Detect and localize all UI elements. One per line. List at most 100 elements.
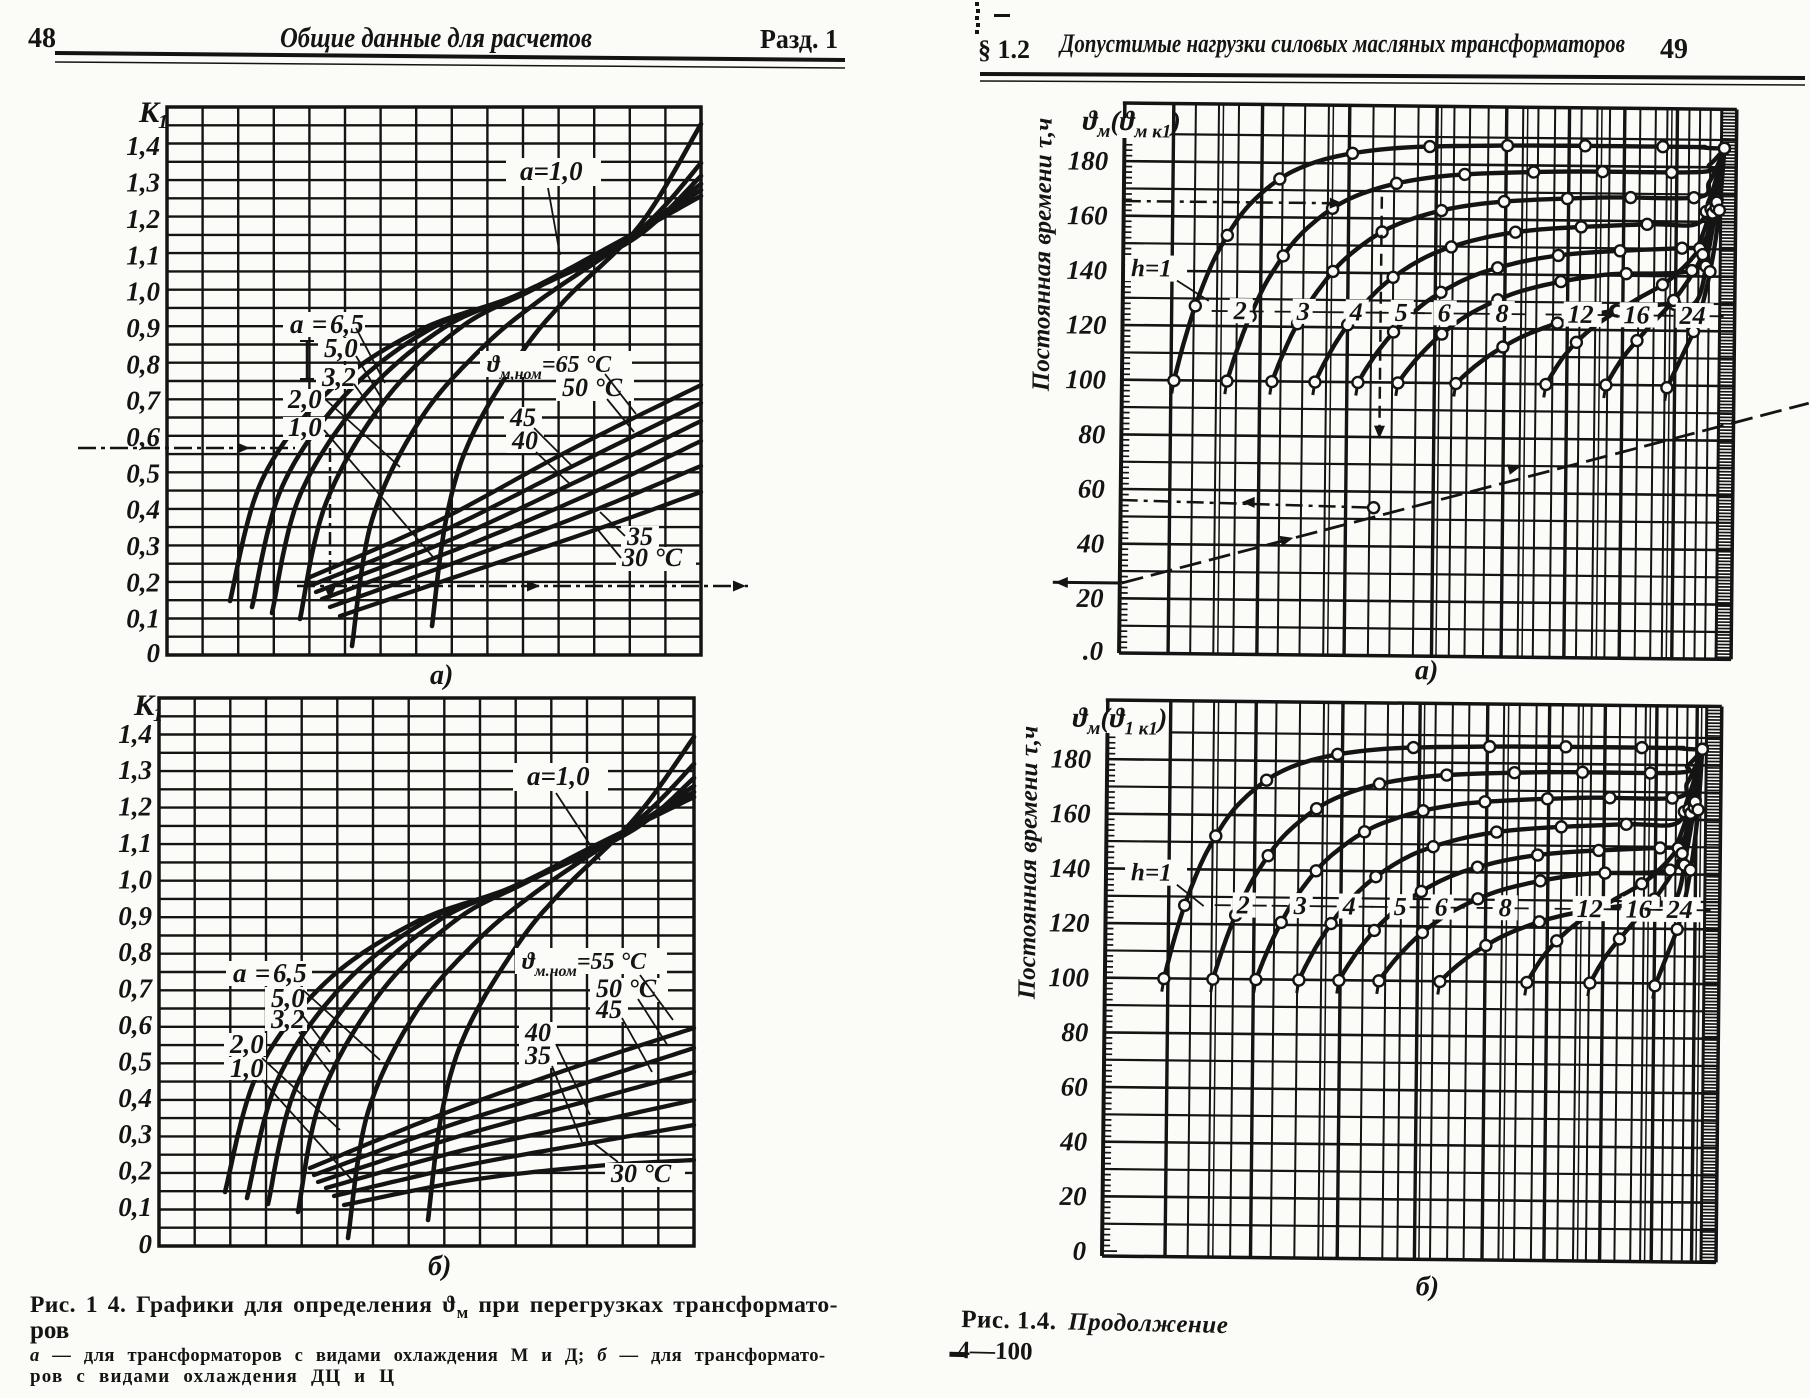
svg-text:2: 2 [1236, 890, 1250, 919]
svg-text:0,7: 0,7 [126, 386, 161, 416]
svg-text:1,1: 1,1 [118, 828, 152, 858]
svg-text:1,2: 1,2 [118, 792, 152, 822]
svg-text:а=1,0: а=1,0 [520, 156, 583, 186]
svg-text:30 °С: 30 °С [610, 1159, 672, 1188]
svg-text:0,5: 0,5 [126, 458, 160, 488]
svg-text:0,5: 0,5 [118, 1046, 152, 1076]
svg-text:б): б) [1416, 1271, 1440, 1302]
svg-text:49: 49 [1660, 34, 1688, 65]
svg-text:1,0: 1,0 [118, 864, 152, 894]
svg-text:0,1: 0,1 [118, 1192, 152, 1222]
svg-text:4: 4 [1342, 891, 1356, 920]
svg-text:Общие данные для расчетов: Общие данные для расчетов [280, 23, 592, 54]
svg-text:0,7: 0,7 [118, 974, 153, 1004]
svg-text:180: 180 [1068, 146, 1109, 176]
svg-text:0,9: 0,9 [126, 313, 160, 343]
svg-text:5: 5 [1395, 298, 1408, 327]
svg-text:1,3: 1,3 [118, 755, 152, 785]
svg-text:h=1: h=1 [1131, 255, 1172, 282]
svg-text:0,3: 0,3 [126, 531, 160, 561]
svg-text:120: 120 [1049, 907, 1090, 937]
svg-text:а): а) [1415, 655, 1439, 686]
svg-text:=: = [255, 958, 270, 988]
svg-text:Постоянная времени τ,ч: Постоянная времени τ,ч [1014, 726, 1044, 1001]
svg-text:а): а) [430, 660, 453, 691]
svg-text:24: 24 [1678, 301, 1705, 330]
svg-text:50 °С: 50 °С [562, 373, 623, 402]
svg-text:а=1,0: а=1,0 [527, 761, 590, 791]
svg-text:Рис. 1 4. Графики для определе: Рис. 1 4. Графики для определения ϑм при… [30, 1292, 838, 1322]
svg-text:1,4: 1,4 [126, 131, 160, 161]
svg-text:160: 160 [1050, 798, 1091, 828]
svg-text:4: 4 [1349, 297, 1363, 326]
svg-text:Продолжение: Продолжение [1067, 1308, 1229, 1339]
svg-text:§ 1.2: § 1.2 [978, 35, 1030, 64]
svg-text:80: 80 [1061, 1017, 1089, 1047]
svg-text:1: 1 [153, 704, 163, 726]
svg-text:0,1: 0,1 [126, 604, 160, 634]
svg-text:а: а [290, 309, 304, 339]
svg-text:0: 0 [147, 638, 161, 668]
svg-text:40: 40 [511, 426, 538, 455]
svg-text:60: 60 [1078, 474, 1106, 504]
svg-text:5: 5 [1394, 892, 1407, 921]
svg-text:3,2: 3,2 [270, 1004, 305, 1034]
svg-text:6: 6 [1438, 298, 1451, 327]
svg-text:20: 20 [1058, 1181, 1087, 1211]
svg-text:3,2: 3,2 [321, 362, 356, 392]
svg-text:а: а [233, 958, 247, 988]
svg-text:20: 20 [1075, 583, 1104, 613]
svg-text:24: 24 [1666, 895, 1693, 924]
svg-text:1,3: 1,3 [126, 168, 160, 198]
svg-text:а — для трансформаторов с вида: а — для трансформаторов с видами охлажде… [30, 1345, 826, 1366]
svg-text:100: 100 [1048, 962, 1089, 992]
svg-text:3: 3 [1293, 891, 1307, 920]
svg-text:160: 160 [1067, 200, 1108, 230]
svg-text:0,6: 0,6 [118, 1010, 152, 1040]
svg-text:Рис. 1.4.: Рис. 1.4. [961, 1306, 1057, 1335]
svg-text:Разд. 1: Разд. 1 [760, 24, 838, 54]
svg-text:Допустимые нагрузки силовых ма: Допустимые нагрузки силовых масляных тра… [1058, 29, 1625, 58]
svg-text:0,8: 0,8 [126, 349, 160, 379]
svg-text:6: 6 [1435, 892, 1448, 921]
svg-text:Постоянная времени τ,ч: Постоянная времени τ,ч [1028, 118, 1058, 393]
svg-text:0: 0 [139, 1229, 153, 1259]
svg-text:0,2: 0,2 [118, 1156, 152, 1186]
svg-text:12: 12 [1567, 300, 1593, 329]
svg-text:8: 8 [1499, 893, 1512, 922]
svg-text:140: 140 [1049, 853, 1090, 883]
svg-text:.0: .0 [1083, 636, 1104, 666]
svg-text:100: 100 [1065, 364, 1106, 394]
svg-text:45: 45 [595, 995, 622, 1024]
svg-text:1,1: 1,1 [126, 240, 160, 270]
svg-text:12: 12 [1577, 894, 1603, 923]
svg-text:0,4: 0,4 [118, 1083, 152, 1113]
svg-text:4—100: 4—100 [957, 1337, 1033, 1366]
svg-text:1,4: 1,4 [118, 719, 152, 749]
svg-text:40: 40 [1076, 528, 1105, 558]
svg-text:h=1: h=1 [1131, 859, 1172, 886]
svg-text:1,0: 1,0 [230, 1053, 264, 1083]
svg-text:ров: ров [30, 1317, 69, 1344]
svg-text:180: 180 [1051, 744, 1092, 774]
svg-text:5,0: 5,0 [324, 333, 358, 363]
svg-text:0,3: 0,3 [118, 1119, 152, 1149]
svg-text:8: 8 [1495, 299, 1508, 328]
svg-text:0,8: 0,8 [118, 937, 152, 967]
svg-text:30 °С: 30 °С [621, 543, 683, 572]
svg-text:140: 140 [1066, 255, 1107, 285]
svg-text:1: 1 [158, 111, 168, 133]
svg-text:0,9: 0,9 [118, 901, 152, 931]
svg-text:2,0: 2,0 [287, 384, 322, 414]
svg-text:0,4: 0,4 [126, 495, 160, 525]
svg-text:1,0: 1,0 [126, 277, 160, 307]
svg-text:2: 2 [1233, 296, 1247, 325]
svg-text:б): б) [428, 1251, 451, 1282]
svg-text:ров с видами охлаждения ДЦ и Ц: ров с видами охлаждения ДЦ и Ц [30, 1366, 395, 1387]
svg-text:80: 80 [1078, 419, 1106, 449]
svg-text:120: 120 [1066, 309, 1107, 339]
svg-text:1,2: 1,2 [126, 204, 160, 234]
svg-text:16: 16 [1623, 300, 1649, 329]
svg-text:48: 48 [28, 23, 56, 54]
svg-text:40: 40 [1059, 1126, 1088, 1156]
